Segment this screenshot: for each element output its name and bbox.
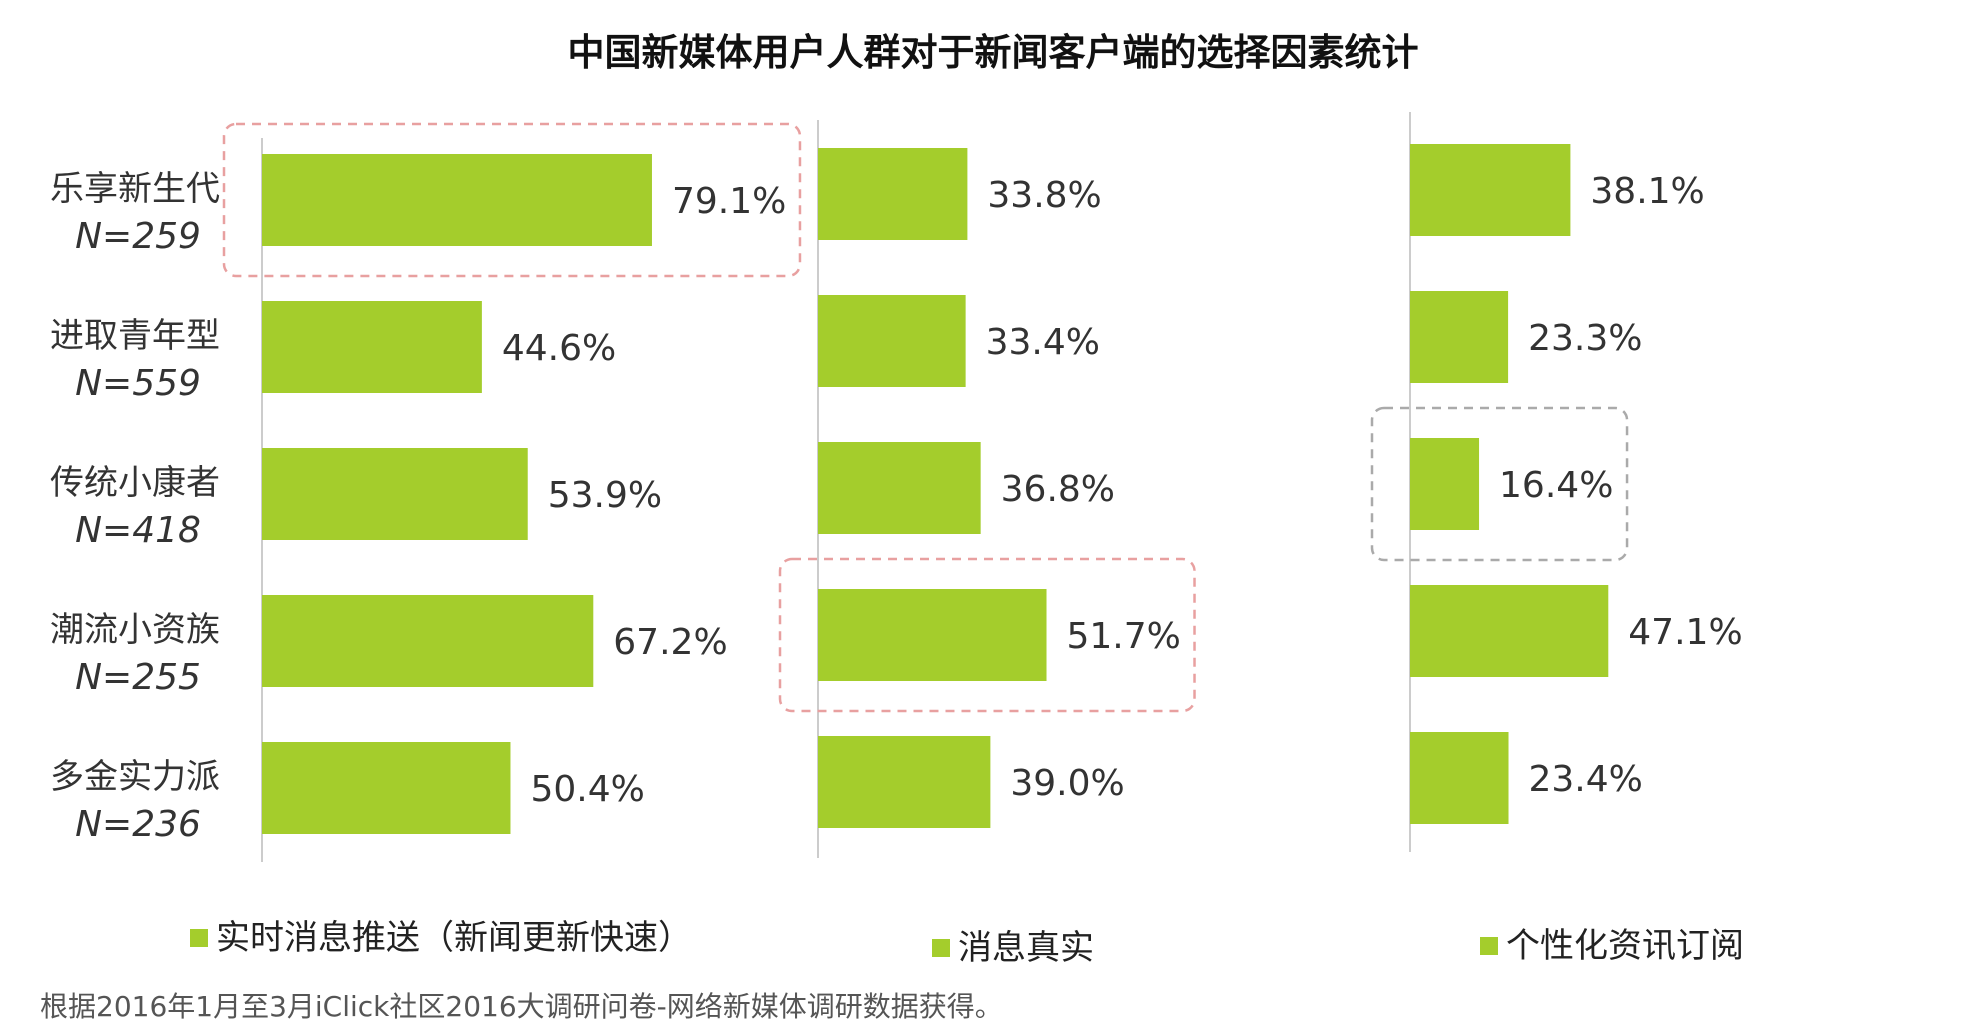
bar: [818, 736, 991, 828]
legend-item-2: 消息真实: [932, 920, 1094, 969]
category-label: 乐享新生代: [50, 169, 220, 209]
bar: [262, 448, 528, 540]
bar: [818, 589, 1047, 681]
category-n-label: N=559: [75, 363, 201, 404]
legend-swatch-2: [932, 938, 950, 957]
bar: [818, 295, 966, 387]
bar-value-label: 44.6%: [502, 328, 616, 369]
bar: [1410, 291, 1509, 383]
bar: [1410, 585, 1609, 677]
chart-title: 中国新媒体用户人群对于新闻客户端的选择因素统计: [567, 31, 1419, 74]
bar-value-label: 23.3%: [1528, 318, 1642, 359]
legend-label-1: 实时消息推送（新闻更新快速）: [216, 918, 692, 958]
legend-label-3: 个性化资讯订阅: [1506, 926, 1744, 966]
bar-value-label: 23.4%: [1529, 759, 1643, 800]
bar: [1410, 438, 1480, 530]
bar: [262, 742, 511, 834]
highlight-box: [1370, 406, 1629, 562]
highlight-box: [222, 122, 802, 278]
category-n-label: N=255: [75, 657, 201, 698]
bar-value-label: 47.1%: [1628, 612, 1742, 653]
legend-item-3: 个性化资讯订阅: [1480, 918, 1744, 967]
bar-value-label: 16.4%: [1499, 465, 1613, 506]
bar: [818, 442, 981, 534]
bar-value-label: 33.8%: [987, 175, 1101, 216]
legend-swatch-1: [190, 928, 208, 947]
bar-value-label: 67.2%: [613, 622, 727, 663]
bar-value-label: 79.1%: [672, 181, 786, 222]
legend-swatch-3: [1480, 936, 1498, 955]
category-n-label: N=236: [75, 804, 201, 845]
category-n-label: N=259: [75, 216, 201, 257]
source-note: 根据2016年1月至3月iClick社区2016大调研问卷-网络新媒体调研数据获…: [40, 990, 1003, 1023]
bar-value-label: 38.1%: [1590, 171, 1704, 212]
bar: [262, 595, 594, 687]
category-label: 传统小康者: [50, 463, 220, 503]
bar: [262, 301, 482, 393]
highlight-box: [778, 557, 1196, 713]
bar-value-label: 36.8%: [1001, 469, 1115, 510]
bar: [1410, 144, 1571, 236]
bar-chart: 乐享新生代 N=259 进取青年型 N=559 传统小康者 N=418 潮流小资族 N=255…: [50, 112, 1743, 862]
bar-value-label: 33.4%: [986, 322, 1100, 363]
category-label: 潮流小资族: [50, 610, 220, 650]
bar: [818, 148, 968, 240]
legend-label-2: 消息真实: [958, 928, 1094, 968]
bar-value-label: 50.4%: [530, 769, 644, 810]
bar-value-label: 39.0%: [1010, 763, 1124, 804]
bar-value-label: 51.7%: [1067, 616, 1181, 657]
bar: [1410, 732, 1509, 824]
category-label: 进取青年型: [50, 316, 220, 356]
category-n-label: N=418: [75, 510, 201, 551]
legend-item-1: 实时消息推送（新闻更新快速）: [190, 910, 692, 959]
bar: [262, 154, 652, 246]
bar-value-label: 53.9%: [548, 475, 662, 516]
category-label: 多金实力派: [50, 757, 220, 797]
